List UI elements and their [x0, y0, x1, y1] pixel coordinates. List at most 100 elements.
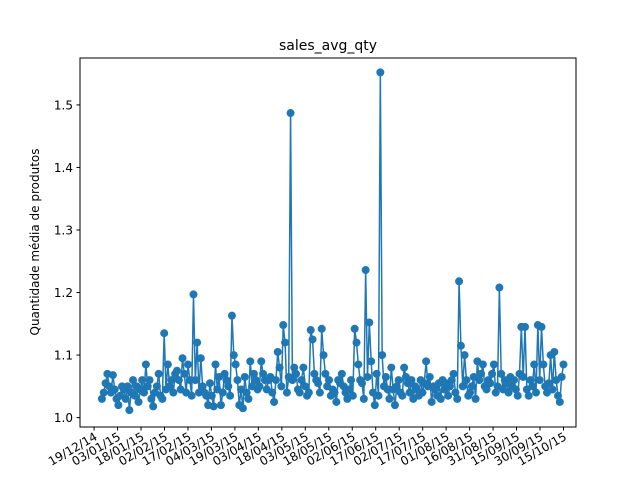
data-point [363, 372, 372, 381]
data-point [165, 382, 174, 391]
data-point [143, 382, 152, 391]
data-point [99, 388, 108, 397]
data-point [466, 388, 475, 397]
data-point [524, 391, 533, 400]
data-point [370, 401, 379, 410]
data-point [292, 369, 301, 378]
data-point [535, 376, 544, 385]
data-point [510, 376, 519, 385]
data-point [451, 388, 460, 397]
data-point [530, 360, 539, 369]
data-point [367, 357, 376, 366]
data-point [140, 388, 149, 397]
data-point [548, 385, 557, 394]
data-point [281, 338, 290, 347]
data-point [216, 401, 225, 410]
data-point [196, 354, 205, 363]
data-point [297, 376, 306, 385]
data-point [539, 360, 548, 369]
data-point [376, 68, 385, 77]
data-point [317, 324, 326, 333]
data-point [390, 401, 399, 410]
data-point [537, 322, 546, 331]
data-point [378, 351, 387, 360]
data-point [259, 369, 268, 378]
data-point [270, 397, 279, 406]
data-point [141, 360, 150, 369]
data-point [145, 376, 154, 385]
data-point [205, 379, 214, 388]
data-point [231, 360, 240, 369]
data-point [521, 322, 530, 331]
data-point [453, 394, 462, 403]
data-point [330, 388, 339, 397]
data-point [209, 402, 218, 411]
data-point [358, 379, 366, 388]
data-point [491, 388, 500, 397]
data-point [427, 397, 436, 406]
data-point [282, 388, 291, 397]
data-point [462, 376, 471, 385]
data-point [160, 329, 169, 338]
data-point [354, 360, 363, 369]
data-point [121, 394, 130, 403]
data-point [456, 341, 465, 350]
data-point [299, 363, 308, 372]
data-point [147, 394, 156, 403]
data-point [526, 376, 535, 385]
data-point [361, 266, 370, 275]
data-point [202, 391, 211, 400]
data-point [486, 379, 495, 388]
plot-frame [79, 57, 577, 428]
data-point [504, 388, 513, 397]
data-point [114, 401, 123, 410]
data-point [268, 388, 277, 397]
data-point [425, 372, 434, 381]
data-point [332, 397, 341, 406]
data-point [224, 382, 233, 391]
data-point [185, 376, 194, 385]
data-point [306, 326, 315, 335]
data-point [350, 324, 359, 333]
data-point [449, 369, 458, 378]
data-point [460, 351, 469, 360]
data-point [559, 360, 568, 369]
data-point [158, 394, 167, 403]
data-point [478, 360, 487, 369]
data-point [557, 372, 566, 381]
y-tick-label: 1.3 [54, 223, 73, 237]
data-point [167, 376, 176, 385]
data-point [365, 318, 374, 327]
data-point [246, 357, 255, 366]
data-point [519, 372, 528, 381]
data-point [337, 369, 346, 378]
data-point [372, 369, 381, 378]
data-point [275, 363, 284, 372]
data-point [319, 351, 328, 360]
data-point [418, 388, 427, 397]
data-point [295, 388, 304, 397]
series-layer [97, 68, 568, 415]
data-point [290, 363, 299, 372]
data-point [227, 311, 236, 320]
data-point [108, 371, 117, 380]
data-point [271, 376, 280, 385]
data-point [154, 369, 163, 378]
data-point [110, 385, 119, 394]
data-point [226, 391, 235, 400]
data-point [550, 347, 559, 356]
x-axis: 19/12/1403/01/1518/01/1502/02/1517/02/15… [46, 427, 569, 469]
data-point [183, 360, 192, 369]
data-point [189, 290, 198, 299]
data-point [315, 388, 324, 397]
data-point [497, 369, 506, 378]
data-point [207, 391, 216, 400]
data-point [489, 360, 498, 369]
data-point [467, 382, 476, 391]
data-point [152, 382, 161, 391]
data-point [436, 394, 445, 403]
data-point [173, 366, 181, 375]
data-point [233, 376, 242, 385]
y-axis: 1.0 1.1 1.2 1.3 1.4 1.5 [54, 98, 80, 425]
